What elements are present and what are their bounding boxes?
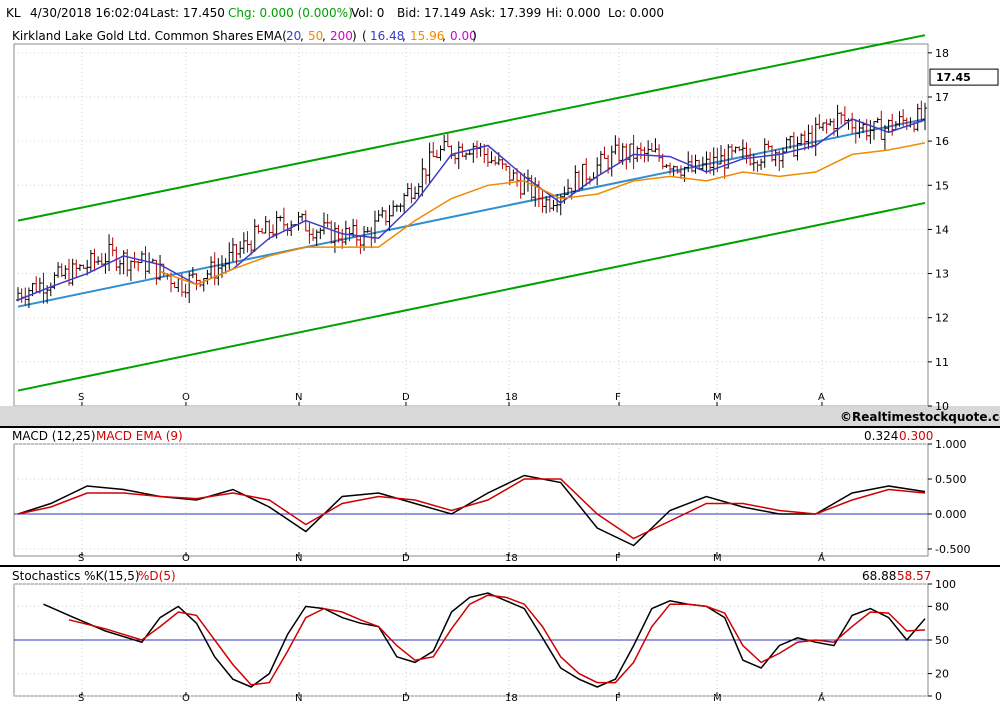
ind-xtick-label: S xyxy=(78,693,84,704)
macd-signal-value: 0.300 xyxy=(899,429,933,443)
ask: Ask: 17.399 xyxy=(470,6,542,20)
ind-xtick-label: S xyxy=(78,553,84,564)
ind-xtick-label: F xyxy=(615,693,621,704)
ind-xtick-label: 18 xyxy=(505,693,518,704)
day-low: Lo: 0.000 xyxy=(608,6,665,20)
macd-plot-area xyxy=(13,443,929,557)
ema-legend: EMA( 20 , 50 , 200 ) ( 16.48 , 15.96 , 0… xyxy=(256,29,477,43)
ema200-value: 0.00 xyxy=(450,29,477,43)
ema20-period: 20 xyxy=(286,29,301,43)
price-xtick-label: A xyxy=(818,392,825,403)
last-price-label: 17.45 xyxy=(936,71,971,84)
ind-xtick-label: M xyxy=(713,553,722,564)
price-title: Kirkland Lake Gold Ltd. Common Shares xyxy=(12,29,253,43)
day-high: Hi: 0.000 xyxy=(546,6,601,20)
ema-sep-3: , xyxy=(402,29,406,43)
price-xtick-label: D xyxy=(402,392,410,403)
ind-ytick-label: 50 xyxy=(935,634,949,647)
price-ytick-label: 14 xyxy=(935,223,949,236)
ind-ytick-label: 0.000 xyxy=(935,508,967,521)
macd-title: MACD (12,25) xyxy=(12,429,96,443)
macd-signal-label: MACD EMA (9) xyxy=(96,429,183,443)
ind-xtick-label: F xyxy=(615,553,621,564)
ema-sep-2: , xyxy=(322,29,326,43)
ema-open-paren: ( xyxy=(362,29,367,43)
ema-sep-4: , xyxy=(442,29,446,43)
ema-line-0 xyxy=(17,118,926,301)
price-ytick-label: 18 xyxy=(935,47,949,60)
price-xtick-label: M xyxy=(713,392,722,403)
price-xtick-label: S xyxy=(78,392,84,403)
chart-marks: S O N D 18 F M A 10 11 12 13 14 15 16 17 18 17.45 S O N D 18 F M… xyxy=(14,34,999,704)
price-ytick-label: 16 xyxy=(935,135,949,148)
ema-close-paren: ) xyxy=(352,29,357,43)
ind-line-1-1 xyxy=(17,478,926,540)
price-ytick-label: 15 xyxy=(935,179,949,192)
change: Chg: 0.000 (0.000%) xyxy=(228,6,353,20)
stoch-signal-label: %D(5) xyxy=(138,569,176,583)
ind-xtick-label: A xyxy=(818,693,825,704)
ind-xtick-label: O xyxy=(182,553,190,564)
volume: Vol: 0 xyxy=(351,6,385,20)
quote-header: KL 4/30/2018 16:02:04 Last: 17.450 Chg: … xyxy=(0,0,1000,26)
last-price: Last: 17.450 xyxy=(150,6,225,20)
bid: Bid: 17.149 xyxy=(397,6,467,20)
credit-text: ©Realtimestockquote.com xyxy=(840,410,1000,424)
trend-line-1 xyxy=(17,34,926,222)
stoch-d-value: 58.57 xyxy=(897,569,931,583)
ind-xtick-label: 18 xyxy=(505,553,518,564)
ind-xtick-label: M xyxy=(713,693,722,704)
ind-ytick-label: 0 xyxy=(935,690,942,703)
price-ytick-label: 17 xyxy=(935,91,949,104)
macd-value: 0.324 xyxy=(864,429,898,443)
ind-line-2-0 xyxy=(43,592,926,688)
ind-ytick-label: -0.500 xyxy=(935,543,970,556)
ind-xtick-label: A xyxy=(818,553,825,564)
ind-xtick-label: N xyxy=(295,693,302,704)
ema-label: EMA( xyxy=(256,29,287,43)
price-xtick-label: F xyxy=(615,392,621,403)
ind-ytick-label: 20 xyxy=(935,668,949,681)
ind-xtick-label: D xyxy=(402,553,410,564)
price-ytick-label: 11 xyxy=(935,356,949,369)
stoch-title: Stochastics %K(15,5) xyxy=(12,569,140,583)
price-xtick-label: O xyxy=(182,392,190,403)
ema50-value: 15.96 xyxy=(410,29,444,43)
ind-ytick-label: 0.500 xyxy=(935,473,967,486)
quote-datetime: 4/30/2018 16:02:04 xyxy=(30,6,150,20)
price-xtick-label: 18 xyxy=(505,392,518,403)
ind-ytick-label: 1.000 xyxy=(935,438,967,451)
ind-line-2-1 xyxy=(68,594,926,686)
ema200-period: 200 xyxy=(330,29,353,43)
price-xaxis-band xyxy=(0,406,1000,428)
price-xtick-label: N xyxy=(295,392,302,403)
ind-ytick-label: 100 xyxy=(935,578,956,591)
ema-line-1 xyxy=(159,142,926,286)
ind-ytick-label: 80 xyxy=(935,600,949,613)
stoch-k-value: 68.88 xyxy=(862,569,896,583)
price-ytick-label: 12 xyxy=(935,312,949,325)
symbol: KL xyxy=(6,6,21,20)
ind-xtick-label: O xyxy=(182,693,190,704)
ind-xtick-label: D xyxy=(402,693,410,704)
trend-line-2 xyxy=(17,201,926,392)
price-ytick-label: 13 xyxy=(935,268,949,281)
ema50-period: 50 xyxy=(308,29,323,43)
ema20-value: 16.48 xyxy=(370,29,404,43)
price-plot-area xyxy=(13,43,929,407)
ind-xtick-label: N xyxy=(295,553,302,564)
ema-close-paren-2: ) xyxy=(472,29,477,43)
price-ytick-label: 10 xyxy=(935,400,949,413)
ema-sep-1: , xyxy=(300,29,304,43)
last-price-box xyxy=(929,68,999,86)
